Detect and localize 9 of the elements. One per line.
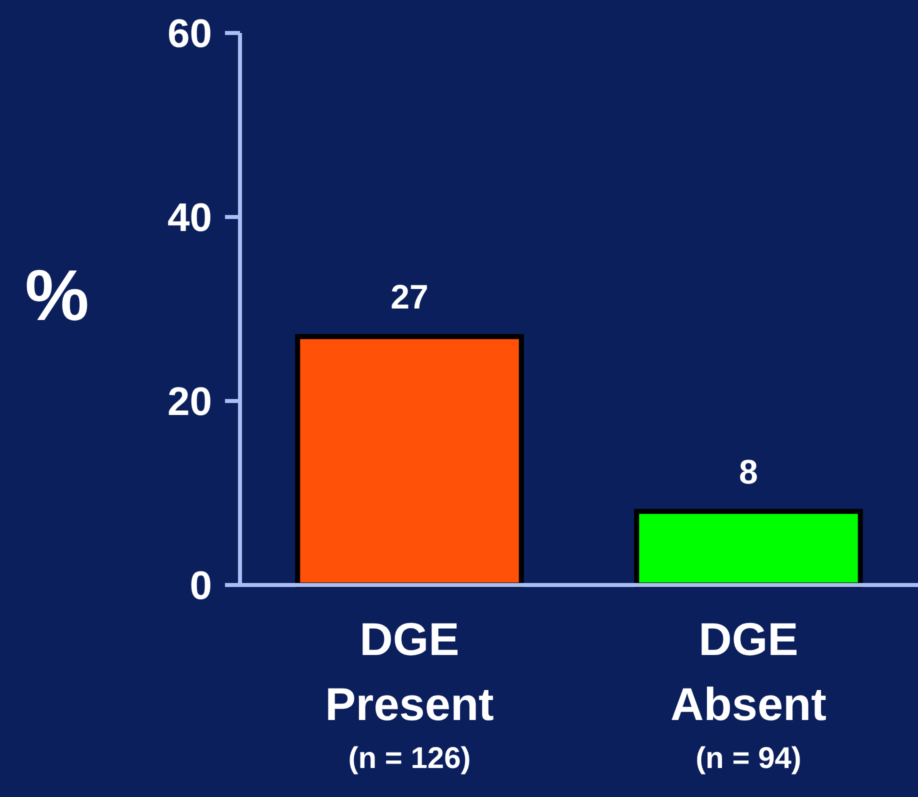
y-tick-label: 40 — [168, 196, 212, 240]
x-tick-label: DGE Present (n = 126) — [325, 613, 494, 775]
data-label: 27 — [390, 278, 428, 317]
y-tick-label: 60 — [168, 12, 212, 56]
data-label: 8 — [739, 453, 758, 492]
y-tick-label: 0 — [190, 564, 212, 608]
x-tick-label: DGE Absent (n = 94) — [670, 613, 826, 775]
y-axis-title: % — [24, 256, 90, 336]
y-tick-label: 20 — [168, 380, 212, 424]
